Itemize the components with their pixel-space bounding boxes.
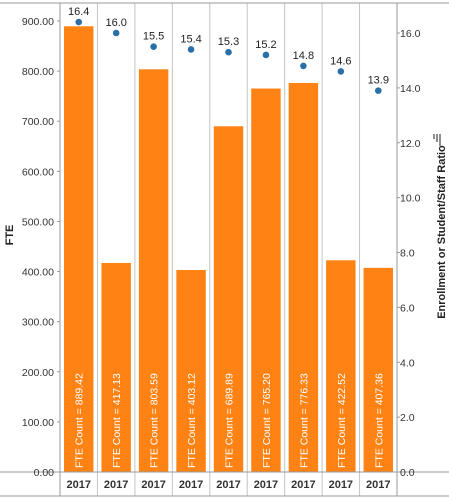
y2-tick-label: 4.0 bbox=[400, 357, 415, 369]
y-tick-label: 100.00 bbox=[22, 417, 54, 429]
y-tick-label: 300.00 bbox=[22, 317, 54, 329]
ratio-label: 16.4 bbox=[68, 6, 89, 18]
y-tick-label: 700.00 bbox=[22, 116, 54, 128]
ratio-point bbox=[300, 62, 307, 70]
y2-tick-label: 16.0 bbox=[400, 28, 421, 40]
x-tick-label: 2017 bbox=[254, 479, 278, 491]
bar bbox=[213, 126, 244, 472]
bar-value-label: FTE Count = 889.42 bbox=[74, 373, 86, 468]
y2-tick-label: 12.0 bbox=[400, 138, 421, 150]
y-tick-label: 800.00 bbox=[22, 66, 54, 78]
bar-value-label: FTE Count = 403.12 bbox=[186, 373, 198, 468]
ratio-point bbox=[112, 29, 120, 37]
bar bbox=[288, 82, 319, 472]
y-tick-label: 900.00 bbox=[22, 16, 54, 28]
bar-value-label: FTE Count = 803.59 bbox=[149, 373, 161, 468]
ratio-point bbox=[262, 51, 270, 59]
bar bbox=[138, 69, 169, 472]
y-axis-left: 0.00 100.00 200.00 300.00 400.00 500.00 600.00… bbox=[22, 16, 60, 479]
y-tick-label: 500.00 bbox=[22, 216, 54, 228]
ratio-label: 15.2 bbox=[255, 39, 276, 51]
bar bbox=[251, 88, 281, 472]
ratio-label: 14.6 bbox=[330, 55, 351, 67]
x-tick-label: 2017 bbox=[216, 479, 240, 491]
y2-tick-label: 8.0 bbox=[400, 248, 415, 260]
ratio-label: 15.4 bbox=[180, 33, 201, 45]
y-tick-label: 400.00 bbox=[22, 267, 54, 279]
bar-value-label: FTE Count = 422.52 bbox=[336, 373, 348, 468]
y2-tick-label: 14.0 bbox=[400, 83, 421, 95]
sort-icon[interactable] bbox=[433, 134, 441, 146]
x-tick-label: 2017 bbox=[66, 479, 90, 491]
x-axis: 2017 2017 2017 2017 2017 2017 2017 2017 2017 bbox=[66, 479, 390, 491]
bar-value-label: FTE Count = 765.20 bbox=[261, 373, 273, 468]
y-tick-label: 0.00 bbox=[34, 467, 55, 479]
x-tick-label: 2017 bbox=[366, 479, 390, 491]
column-dividers bbox=[96, 3, 361, 496]
y2-axis-label: Enrollment or Student/Staff Ratio bbox=[436, 145, 448, 319]
ratio-series: 16.4 16.0 15.5 15.4 15.3 15.2 14.8 14.6 13.9 bbox=[68, 6, 389, 94]
ratio-point bbox=[374, 87, 382, 94]
y2-tick-label: 0.0 bbox=[400, 467, 415, 479]
ratio-point bbox=[225, 48, 232, 56]
y-tick-label: 600.00 bbox=[22, 166, 54, 178]
bar-value-label: FTE Count = 407.36 bbox=[373, 373, 385, 468]
x-tick-label: 2017 bbox=[104, 479, 128, 491]
ratio-point bbox=[337, 68, 345, 75]
x-tick-label: 2017 bbox=[141, 479, 165, 491]
bar-value-label: FTE Count = 776.33 bbox=[298, 373, 310, 468]
bar bbox=[326, 260, 356, 472]
bar bbox=[101, 262, 131, 472]
x-tick-label: 2017 bbox=[329, 479, 353, 491]
y-axis-label: FTE bbox=[4, 225, 16, 246]
y2-tick-label: 6.0 bbox=[400, 302, 415, 314]
ratio-label: 15.5 bbox=[143, 31, 164, 43]
ratio-label: 13.9 bbox=[368, 75, 389, 87]
x-tick-label: 2017 bbox=[291, 479, 315, 491]
ratio-label: 16.0 bbox=[105, 17, 126, 29]
x-tick-label: 2017 bbox=[179, 479, 203, 491]
y2-tick-label: 10.0 bbox=[400, 193, 421, 205]
y2-tick-label: 2.0 bbox=[400, 412, 415, 424]
bar-series: FTE Count = 889.42 FTE Count = 417.13 FTE … bbox=[64, 26, 393, 472]
bar bbox=[64, 26, 94, 472]
ratio-label: 15.3 bbox=[218, 36, 239, 48]
ratio-point bbox=[150, 43, 157, 51]
bar bbox=[363, 267, 393, 472]
y-axis-right: 0.0 2.0 4.0 6.0 8.0 10.0 12.0 14.0 16.0 bbox=[397, 28, 421, 479]
bar-value-label: FTE Count = 689.89 bbox=[224, 373, 236, 468]
y-tick-label: 200.00 bbox=[22, 367, 54, 379]
ratio-point bbox=[75, 18, 83, 26]
bar bbox=[176, 269, 206, 472]
bar-value-label: FTE Count = 417.13 bbox=[111, 373, 123, 468]
ratio-point bbox=[187, 46, 195, 53]
ratio-label: 14.8 bbox=[293, 50, 314, 62]
